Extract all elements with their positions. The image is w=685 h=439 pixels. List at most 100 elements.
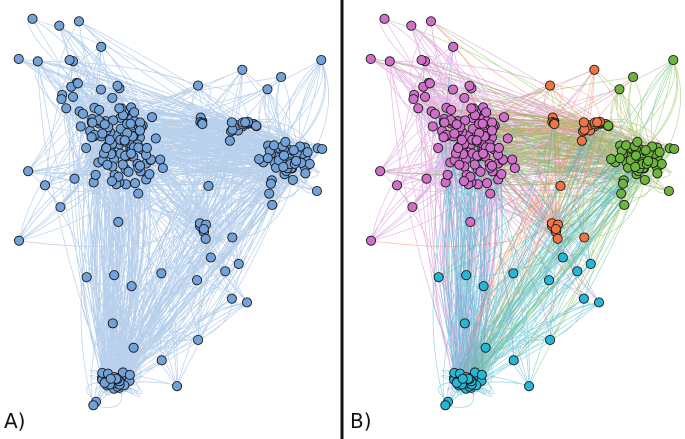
node: [126, 148, 137, 159]
node: [156, 268, 167, 279]
node: [150, 133, 161, 144]
node: [96, 41, 107, 52]
node: [224, 135, 235, 146]
node: [486, 160, 498, 171]
node: [461, 270, 472, 281]
panel-a: [13, 13, 330, 411]
node: [226, 117, 237, 128]
node: [550, 223, 561, 235]
panel-b: [365, 13, 682, 411]
node: [459, 318, 470, 329]
node: [478, 148, 489, 159]
node: [278, 161, 289, 172]
node: [200, 233, 211, 244]
node: [458, 176, 470, 187]
node: [114, 103, 125, 114]
node: [614, 84, 625, 95]
node: [476, 369, 487, 380]
node: [424, 78, 435, 89]
node: [557, 252, 568, 263]
node: [144, 169, 155, 180]
node: [480, 342, 491, 353]
node: [126, 281, 137, 292]
node: [124, 369, 135, 380]
node: [572, 266, 583, 277]
node: [192, 80, 204, 91]
node: [477, 118, 488, 129]
node: [456, 134, 467, 145]
node: [419, 91, 431, 102]
node: [421, 173, 432, 184]
node: [54, 20, 65, 31]
node: [630, 161, 641, 172]
node: [616, 188, 627, 199]
node: [251, 120, 262, 131]
node: [55, 202, 66, 213]
node: [254, 154, 265, 165]
node: [146, 112, 158, 123]
node: [99, 119, 110, 130]
node: [628, 71, 639, 83]
node: [39, 180, 51, 191]
node: [365, 235, 377, 246]
node: [32, 56, 43, 67]
node: [544, 80, 556, 91]
node: [198, 223, 209, 235]
node: [134, 125, 146, 136]
node: [205, 252, 216, 263]
node: [276, 71, 287, 83]
node: [125, 118, 136, 129]
node: [485, 188, 496, 199]
node: [107, 92, 118, 103]
node: [69, 173, 80, 184]
node: [446, 104, 457, 116]
node: [316, 54, 327, 66]
node: [106, 176, 118, 187]
node: [486, 125, 498, 136]
node: [451, 119, 462, 130]
node: [155, 154, 166, 165]
node: [13, 53, 24, 64]
node: [643, 155, 654, 166]
node: [288, 145, 299, 156]
node: [440, 400, 451, 411]
node: [61, 103, 72, 114]
node: [507, 154, 518, 165]
node: [317, 143, 328, 155]
node: [13, 235, 25, 246]
node: [81, 143, 92, 154]
node: [524, 381, 535, 392]
panel-label: A): [4, 409, 25, 433]
node: [90, 169, 101, 180]
node: [652, 168, 663, 179]
node: [109, 270, 120, 281]
node: [112, 80, 123, 91]
node: [407, 202, 418, 213]
node: [619, 199, 630, 211]
node: [578, 117, 589, 128]
node: [113, 216, 124, 228]
node: [617, 178, 629, 189]
node: [416, 54, 427, 66]
node: [375, 166, 386, 177]
node: [427, 121, 438, 132]
node: [545, 334, 556, 345]
node: [129, 107, 140, 118]
node: [302, 147, 313, 158]
node: [496, 169, 507, 180]
node: [278, 150, 290, 161]
node: [265, 178, 277, 189]
node: [508, 268, 519, 279]
node: [108, 115, 119, 126]
node: [654, 147, 665, 158]
node: [465, 216, 476, 228]
panel-label: B): [350, 409, 372, 433]
node: [88, 400, 99, 411]
node: [464, 80, 475, 91]
node: [262, 84, 273, 95]
node: [508, 355, 519, 366]
node: [669, 143, 680, 155]
node: [460, 115, 471, 126]
node: [133, 142, 144, 153]
